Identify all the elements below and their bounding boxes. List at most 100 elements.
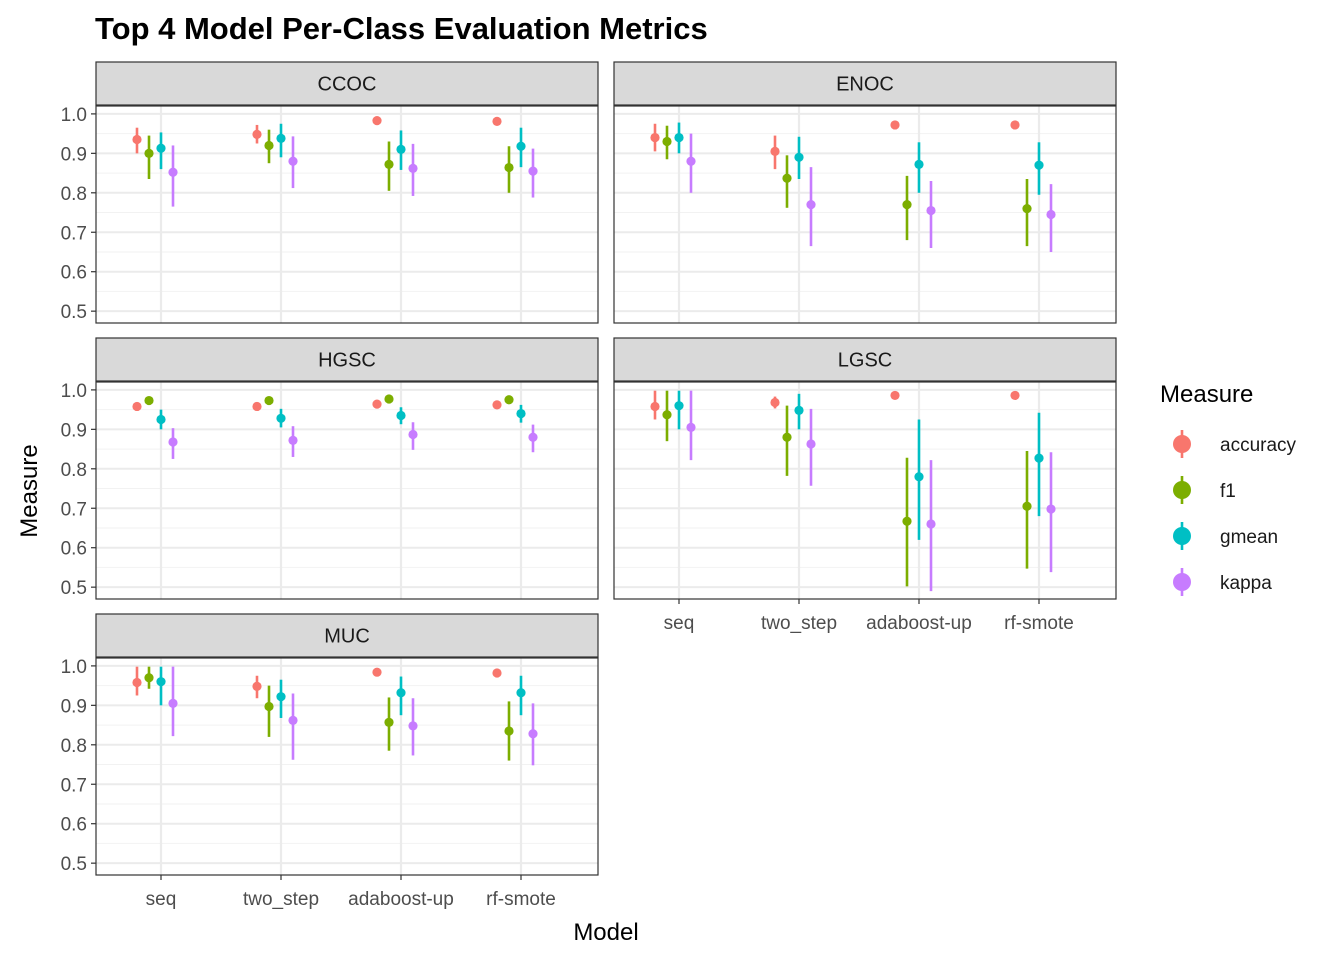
- point-accuracy: [650, 401, 660, 412]
- point-accuracy: [372, 115, 382, 126]
- point-f1: [504, 726, 514, 736]
- point-accuracy: [890, 390, 900, 401]
- point-gmean: [1034, 160, 1044, 170]
- legend-item-gmean: gmean: [1173, 522, 1278, 550]
- point-accuracy: [890, 120, 900, 130]
- x-tick-label: adaboost-up: [348, 889, 454, 910]
- point-kappa: [686, 156, 696, 166]
- panel-lgsc: LGSC: [613, 337, 1117, 604]
- point-kappa: [168, 167, 178, 177]
- point-gmean: [516, 141, 526, 151]
- point-accuracy: [372, 667, 382, 677]
- panel-border: [95, 105, 599, 324]
- point-kappa: [528, 729, 538, 739]
- point-f1: [144, 395, 154, 406]
- point-gmean: [276, 692, 286, 702]
- point-gmean: [156, 143, 166, 153]
- x-axis-tick-labels: seq two_step adaboost-up rf-smote seq two_ste…: [146, 613, 1074, 910]
- point-f1: [264, 701, 274, 712]
- point-accuracy: [372, 399, 382, 409]
- point-accuracy: [132, 134, 142, 145]
- x-tick-label: adaboost-up: [866, 613, 972, 634]
- legend-key-dot: [1173, 435, 1191, 453]
- point-accuracy: [650, 132, 660, 143]
- point-gmean: [156, 677, 166, 687]
- y-tick-label: 0.6: [61, 539, 87, 560]
- facet-strip-label: MUC: [324, 626, 370, 648]
- legend-label: gmean: [1220, 527, 1278, 548]
- facet-strip-label: HGSC: [318, 350, 376, 372]
- point-f1: [144, 148, 154, 158]
- y-tick-label: 0.9: [61, 420, 87, 441]
- point-kappa: [926, 519, 936, 529]
- panel-background: [96, 658, 598, 875]
- x-tick-label: rf-smote: [486, 889, 556, 910]
- point-f1: [264, 140, 274, 151]
- point-f1: [662, 136, 672, 147]
- point-kappa: [288, 715, 298, 725]
- point-f1: [384, 394, 394, 404]
- facet-strip-label: CCOC: [318, 74, 377, 96]
- point-f1: [902, 200, 912, 210]
- legend: Measure accuracy f1 gmean kappa: [1160, 381, 1297, 596]
- point-gmean: [396, 410, 406, 421]
- facet-strip: [613, 337, 1117, 382]
- point-f1: [504, 162, 514, 173]
- point-accuracy: [252, 681, 262, 692]
- facet-strip: [613, 61, 1117, 106]
- point-kappa: [686, 422, 696, 432]
- legend-label: f1: [1220, 481, 1236, 502]
- point-kappa: [408, 429, 418, 440]
- legend-key-dot: [1173, 527, 1191, 545]
- y-tick-label: 0.7: [61, 223, 87, 244]
- panel-border: [613, 105, 1117, 324]
- legend-items: accuracy f1 gmean kappa: [1173, 430, 1297, 596]
- y-tick-label: 0.7: [61, 499, 87, 520]
- point-f1: [782, 432, 792, 442]
- point-kappa: [168, 698, 178, 708]
- point-kappa: [806, 439, 816, 449]
- point-accuracy: [492, 400, 502, 410]
- x-tick-label: two_step: [761, 613, 837, 634]
- legend-key-dot: [1173, 573, 1191, 591]
- facet-strip-label: ENOC: [836, 74, 894, 96]
- x-tick-label: two_step: [243, 889, 319, 910]
- point-accuracy: [132, 401, 142, 412]
- point-f1: [1022, 203, 1032, 214]
- point-gmean: [396, 688, 406, 698]
- panel-ccoc: CCOC 0.5 0.6 0.7 0.8 0.9 1.0: [61, 61, 599, 324]
- facet-strip-label: LGSC: [838, 350, 892, 372]
- y-tick-label: 0.8: [61, 736, 87, 757]
- point-accuracy: [492, 668, 502, 678]
- point-gmean: [794, 405, 804, 416]
- y-tick-label: 0.7: [61, 775, 87, 796]
- point-accuracy: [492, 116, 502, 126]
- point-accuracy: [252, 401, 262, 412]
- point-accuracy: [770, 146, 780, 156]
- point-kappa: [168, 437, 178, 447]
- panel-muc: MUC 0.5 0.6 0.7 0.8 0.9 1.0: [61, 613, 599, 880]
- point-gmean: [276, 133, 286, 143]
- y-tick-label: 0.6: [61, 815, 87, 836]
- point-f1: [384, 159, 394, 169]
- y-axis-title: Measure: [16, 444, 43, 537]
- y-tick-label: 0.6: [61, 263, 87, 284]
- point-f1: [144, 673, 154, 683]
- legend-item-kappa: kappa: [1173, 568, 1272, 596]
- facet-strip: [95, 61, 599, 106]
- x-axis-title: Model: [573, 919, 638, 946]
- y-tick-label: 1.0: [61, 657, 87, 678]
- x-tick-label: seq: [664, 613, 695, 634]
- y-tick-label: 0.9: [61, 696, 87, 717]
- point-kappa: [806, 200, 816, 210]
- panel-border: [95, 381, 599, 600]
- point-gmean: [516, 688, 526, 698]
- point-gmean: [674, 401, 684, 411]
- point-gmean: [276, 413, 286, 423]
- point-gmean: [794, 152, 804, 162]
- point-kappa: [408, 721, 418, 731]
- point-kappa: [1046, 209, 1056, 220]
- point-accuracy: [1010, 120, 1020, 130]
- point-f1: [264, 395, 274, 406]
